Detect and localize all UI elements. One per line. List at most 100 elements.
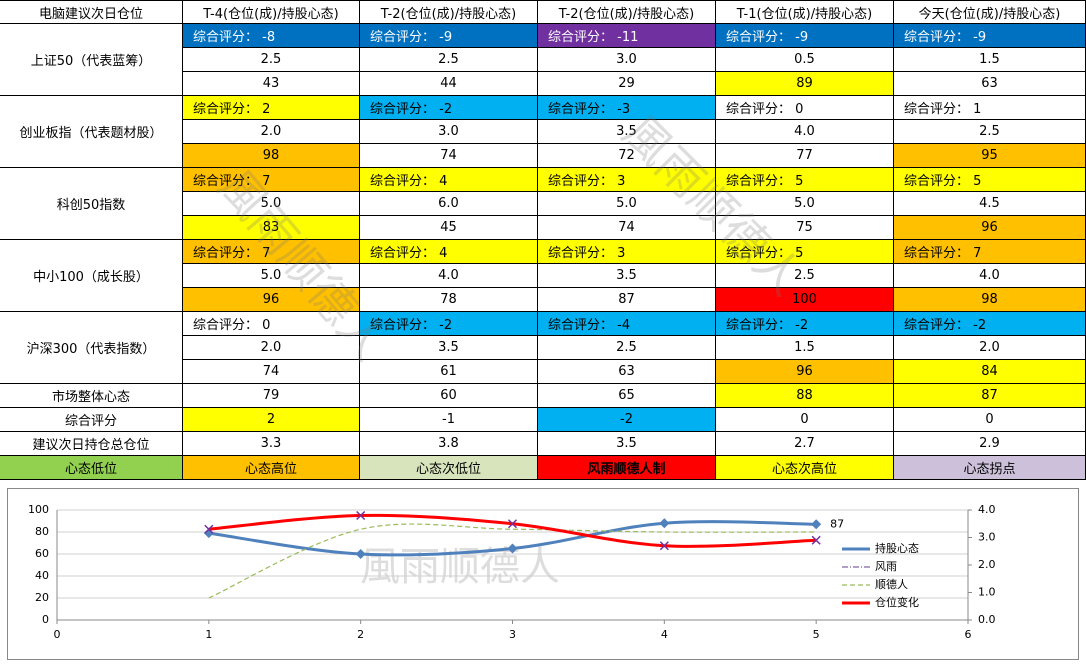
mood-cell: 89 <box>716 72 894 96</box>
y2-tick-label: 3.0 <box>978 531 996 544</box>
score-cell: 综合评分： -2 <box>360 312 538 336</box>
marker <box>356 510 366 521</box>
summary-cell: 3.8 <box>360 432 538 456</box>
legend-cell: 心态高位 <box>183 456 360 480</box>
mood-cell: 75 <box>716 216 894 240</box>
marker <box>659 518 670 529</box>
header-cell: T-2(仓位(成)/持股心态) <box>538 0 716 24</box>
score-cell: 综合评分： 7 <box>183 240 360 264</box>
legend-label: 持股心态 <box>875 541 919 555</box>
x-tick-label: 3 <box>509 628 516 641</box>
x-tick-label: 5 <box>813 628 820 641</box>
position-cell: 4.5 <box>894 192 1086 216</box>
y2-tick-label: 2.0 <box>978 558 996 571</box>
position-cell: 3.5 <box>538 120 716 144</box>
position-cell: 3.0 <box>360 120 538 144</box>
mood-cell: 63 <box>538 360 716 384</box>
summary-cell: 0 <box>894 408 1086 432</box>
position-cell: 2.5 <box>894 120 1086 144</box>
summary-cell: 2 <box>183 408 360 432</box>
legend-cell: 心态次低位 <box>360 456 538 480</box>
x-tick-label: 1 <box>205 628 212 641</box>
legend-cell: 风雨顺德人制 <box>538 456 716 480</box>
marker <box>507 519 518 529</box>
mood-cell: 44 <box>360 72 538 96</box>
summary-cell: 65 <box>538 384 716 408</box>
score-cell: 综合评分： -2 <box>360 96 538 120</box>
position-cell: 5.0 <box>183 264 360 288</box>
mood-cell: 77 <box>716 144 894 168</box>
mood-cell: 87 <box>538 288 716 312</box>
y2-tick-label: 0.0 <box>978 613 996 626</box>
score-cell: 综合评分： -9 <box>360 24 538 48</box>
legend-label: 仓位变化 <box>875 595 919 609</box>
score-cell: 综合评分： 0 <box>716 96 894 120</box>
score-cell: 综合评分： 7 <box>894 240 1086 264</box>
mood-cell: 63 <box>894 72 1086 96</box>
mood-cell: 96 <box>183 288 360 312</box>
score-cell: 综合评分： 1 <box>894 96 1086 120</box>
header-cell: 今天(仓位(成)/持股心态) <box>894 0 1086 24</box>
header-cell: T-4(仓位(成)/持股心态) <box>183 0 360 24</box>
mood-cell: 74 <box>183 360 360 384</box>
summary-cell: 0 <box>716 408 894 432</box>
summary-cell: 2.7 <box>716 432 894 456</box>
score-cell: 综合评分： 5 <box>894 168 1086 192</box>
mood-cell: 43 <box>183 72 360 96</box>
x-tick-label: 2 <box>357 628 364 641</box>
mood-cell: 100 <box>716 288 894 312</box>
row-label: 沪深300（代表指数） <box>0 312 183 384</box>
score-cell: 综合评分： -11 <box>538 24 716 48</box>
mood-cell: 45 <box>360 216 538 240</box>
position-cell: 1.5 <box>716 336 894 360</box>
mood-cell: 78 <box>360 288 538 312</box>
summary-cell: 3.3 <box>183 432 360 456</box>
position-cell: 5.0 <box>716 192 894 216</box>
y2-tick-label: 4.0 <box>978 503 996 516</box>
position-cell: 4.0 <box>894 264 1086 288</box>
score-cell: 综合评分： -2 <box>894 312 1086 336</box>
position-cell: 6.0 <box>360 192 538 216</box>
marker <box>811 519 822 530</box>
y2-tick-label: 1.0 <box>978 586 996 599</box>
position-cell: 1.5 <box>894 48 1086 72</box>
y-tick-label: 80 <box>35 525 49 538</box>
x-tick-label: 0 <box>54 628 61 641</box>
header-cell: 电脑建议次日仓位 <box>0 0 183 24</box>
score-cell: 综合评分： 2 <box>183 96 360 120</box>
mood-cell: 72 <box>538 144 716 168</box>
mood-cell: 98 <box>183 144 360 168</box>
header-cell: T-1(仓位(成)/持股心态) <box>716 0 894 24</box>
y-tick-label: 100 <box>28 503 49 516</box>
position-cell: 4.0 <box>716 120 894 144</box>
position-cell: 2.0 <box>183 336 360 360</box>
mood-cell: 83 <box>183 216 360 240</box>
position-cell: 3.0 <box>538 48 716 72</box>
position-cell: 5.0 <box>538 192 716 216</box>
position-cell: 0.5 <box>716 48 894 72</box>
mood-cell: 74 <box>538 216 716 240</box>
score-cell: 综合评分： 7 <box>183 168 360 192</box>
summary-cell: -1 <box>360 408 538 432</box>
summary-cell: 79 <box>183 384 360 408</box>
marker <box>811 535 821 545</box>
row-label: 创业板指（代表题材股） <box>0 96 183 168</box>
y-tick-label: 0 <box>42 613 49 626</box>
marker <box>204 524 214 534</box>
y-tick-label: 40 <box>35 569 49 582</box>
summary-cell: 88 <box>716 384 894 408</box>
summary-cell: 3.5 <box>538 432 716 456</box>
position-cell: 2.5 <box>538 336 716 360</box>
y-tick-label: 60 <box>35 547 49 560</box>
mood-cell: 84 <box>894 360 1086 384</box>
watermark: 風雨顺德人 <box>360 544 560 590</box>
mood-cell: 96 <box>716 360 894 384</box>
mood-cell: 95 <box>894 144 1086 168</box>
mood-cell: 98 <box>894 288 1086 312</box>
y-tick-label: 20 <box>35 591 49 604</box>
summary-cell: -2 <box>538 408 716 432</box>
row-label: 建议次日持仓总仓位 <box>0 432 183 456</box>
mood-cell: 74 <box>360 144 538 168</box>
position-cell: 2.5 <box>360 48 538 72</box>
